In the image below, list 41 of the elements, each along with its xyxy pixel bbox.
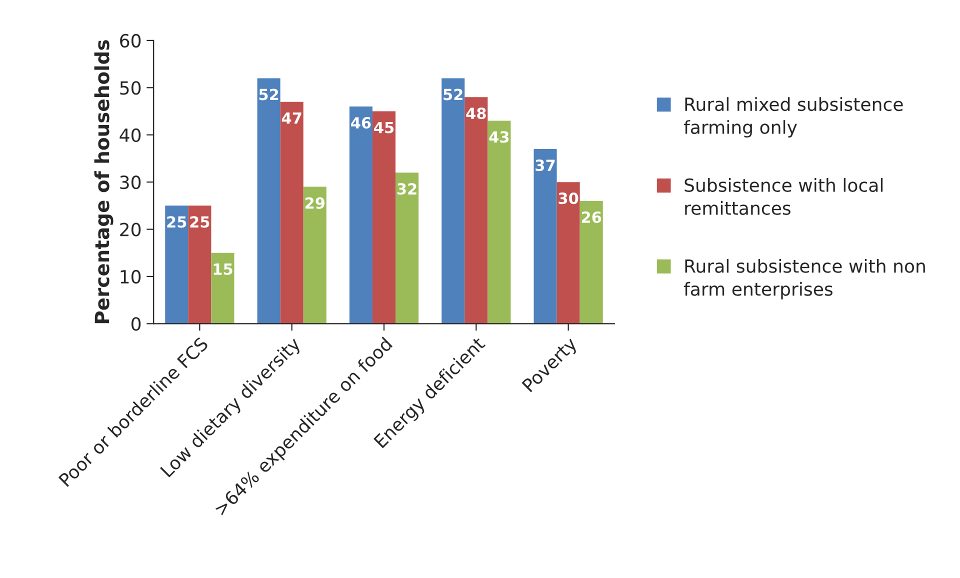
data-label: 25 bbox=[190, 216, 210, 228]
bar bbox=[372, 111, 396, 324]
bar bbox=[442, 78, 465, 324]
y-tick-label: 40 bbox=[120, 128, 141, 142]
data-label: 52 bbox=[259, 88, 278, 100]
bar bbox=[257, 78, 280, 324]
bar bbox=[556, 182, 580, 324]
data-label: 25 bbox=[167, 216, 186, 228]
y-tick-label: 60 bbox=[120, 34, 141, 48]
bar bbox=[303, 186, 326, 324]
data-label: 46 bbox=[351, 117, 371, 129]
data-label: 32 bbox=[397, 183, 416, 195]
data-label: 48 bbox=[466, 108, 486, 120]
data-label: 15 bbox=[214, 264, 232, 275]
y-tick-label: 30 bbox=[120, 176, 141, 190]
bar bbox=[188, 206, 212, 324]
bar bbox=[464, 97, 488, 324]
bar bbox=[165, 206, 188, 324]
bar bbox=[534, 149, 557, 324]
y-tick-label: 10 bbox=[120, 270, 141, 284]
y-tick-label: 50 bbox=[120, 81, 141, 95]
data-label: 29 bbox=[305, 197, 325, 209]
y-tick-label: 0 bbox=[131, 317, 141, 331]
bar bbox=[211, 252, 234, 324]
legend-label: Rural subsistence with non farm enterprises bbox=[684, 258, 925, 300]
y-axis-title: Percentage of households bbox=[94, 40, 114, 324]
bar bbox=[580, 200, 603, 324]
data-label: 26 bbox=[582, 211, 602, 223]
data-label: 45 bbox=[374, 122, 394, 134]
data-label: 30 bbox=[558, 192, 578, 204]
data-label: 37 bbox=[536, 160, 555, 172]
legend-label: Rural mixed subsistence farming only bbox=[684, 97, 903, 138]
data-label: 52 bbox=[444, 88, 462, 100]
legend-label: Subsistence with local remittances bbox=[684, 178, 883, 215]
bar bbox=[280, 102, 304, 324]
data-label: 47 bbox=[282, 112, 302, 124]
bar bbox=[349, 106, 372, 324]
bar bbox=[488, 120, 511, 324]
data-label: 43 bbox=[489, 131, 509, 143]
y-tick-label: 20 bbox=[120, 222, 141, 236]
bar bbox=[396, 172, 419, 324]
